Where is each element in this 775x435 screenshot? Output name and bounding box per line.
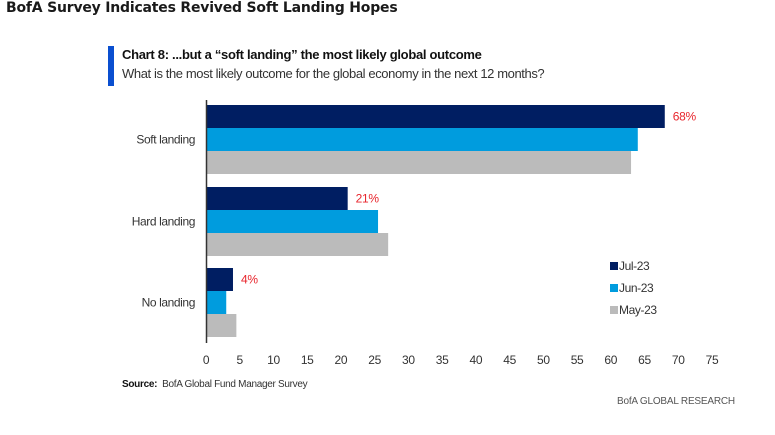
bar-no-landing-jun-23 <box>207 291 227 314</box>
data-label: 4% <box>241 273 258 287</box>
legend-swatch-jun-23 <box>610 284 618 292</box>
bar-soft-landing-may-23 <box>207 151 632 174</box>
legend-label: Jul-23 <box>619 259 650 273</box>
bar-soft-landing-jul-23 <box>207 105 665 128</box>
legend-swatch-may-23 <box>610 306 618 314</box>
source-label: Source: <box>122 379 158 390</box>
bar-hard-landing-jul-23 <box>207 187 348 210</box>
x-tick-label: 5 <box>237 353 244 367</box>
x-tick-label: 15 <box>301 353 314 367</box>
bar-no-landing-may-23 <box>207 314 237 337</box>
x-tick-label: 45 <box>503 353 516 367</box>
bar-hard-landing-jun-23 <box>207 210 379 233</box>
data-label: 68% <box>673 110 697 124</box>
brand-label: BofA GLOBAL RESEARCH <box>617 396 735 407</box>
x-tick-label: 75 <box>706 353 719 367</box>
chart-title: Chart 8: ...but a “soft landing” the mos… <box>122 47 482 62</box>
bar-soft-landing-jun-23 <box>207 128 638 151</box>
chart-subtitle: What is the most likely outcome for the … <box>122 66 545 81</box>
x-tick-label: 65 <box>638 353 651 367</box>
chart-accent-bar <box>108 46 114 86</box>
x-tick-label: 20 <box>335 353 348 367</box>
x-tick-label: 10 <box>267 353 280 367</box>
x-tick-label: 0 <box>203 353 210 367</box>
legend-swatch-jul-23 <box>610 262 618 270</box>
category-label: Soft landing <box>136 133 195 147</box>
x-tick-label: 30 <box>402 353 415 367</box>
bar-hard-landing-may-23 <box>207 233 389 256</box>
x-tick-label: 40 <box>469 353 482 367</box>
legend-label: May-23 <box>619 303 657 317</box>
category-label: Hard landing <box>132 215 195 229</box>
source-note: Source: BofA Global Fund Manager Survey <box>122 379 308 390</box>
bar-no-landing-jul-23 <box>207 268 233 291</box>
data-label: 21% <box>356 192 380 206</box>
x-tick-label: 50 <box>537 353 550 367</box>
x-tick-label: 70 <box>672 353 685 367</box>
x-tick-label: 60 <box>604 353 617 367</box>
page-title: BofA Survey Indicates Revived Soft Landi… <box>6 0 398 16</box>
legend-label: Jun-23 <box>619 281 654 295</box>
x-tick-label: 25 <box>368 353 381 367</box>
category-label: No landing <box>142 296 195 310</box>
x-tick-label: 55 <box>571 353 584 367</box>
source-text: BofA Global Fund Manager Survey <box>162 379 308 390</box>
x-tick-label: 35 <box>436 353 449 367</box>
